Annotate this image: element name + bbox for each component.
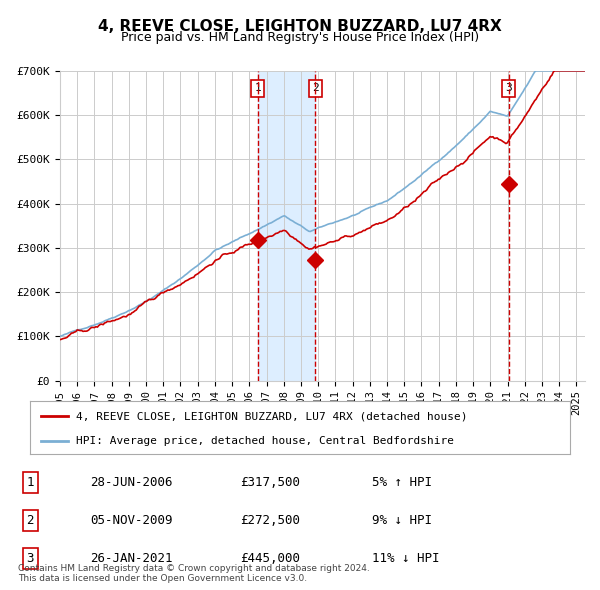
Text: 28-JUN-2006: 28-JUN-2006 — [90, 476, 173, 489]
Text: 26-JAN-2021: 26-JAN-2021 — [90, 552, 173, 565]
Text: £272,500: £272,500 — [240, 514, 300, 527]
Text: 2: 2 — [26, 514, 34, 527]
Text: 1: 1 — [254, 84, 261, 93]
Text: 3: 3 — [26, 552, 34, 565]
Text: 9% ↓ HPI: 9% ↓ HPI — [372, 514, 432, 527]
Text: 11% ↓ HPI: 11% ↓ HPI — [372, 552, 439, 565]
Text: £317,500: £317,500 — [240, 476, 300, 489]
Text: 4, REEVE CLOSE, LEIGHTON BUZZARD, LU7 4RX: 4, REEVE CLOSE, LEIGHTON BUZZARD, LU7 4R… — [98, 19, 502, 34]
Text: 4, REEVE CLOSE, LEIGHTON BUZZARD, LU7 4RX (detached house): 4, REEVE CLOSE, LEIGHTON BUZZARD, LU7 4R… — [76, 411, 467, 421]
Text: HPI: Average price, detached house, Central Bedfordshire: HPI: Average price, detached house, Cent… — [76, 436, 454, 446]
Text: Contains HM Land Registry data © Crown copyright and database right 2024.
This d: Contains HM Land Registry data © Crown c… — [18, 564, 370, 584]
Text: 2: 2 — [312, 84, 319, 93]
Text: Price paid vs. HM Land Registry's House Price Index (HPI): Price paid vs. HM Land Registry's House … — [121, 31, 479, 44]
Text: £445,000: £445,000 — [240, 552, 300, 565]
Text: 5% ↑ HPI: 5% ↑ HPI — [372, 476, 432, 489]
Text: 1: 1 — [26, 476, 34, 489]
Text: 3: 3 — [505, 84, 512, 93]
Bar — [258, 71, 316, 381]
Text: 05-NOV-2009: 05-NOV-2009 — [90, 514, 173, 527]
